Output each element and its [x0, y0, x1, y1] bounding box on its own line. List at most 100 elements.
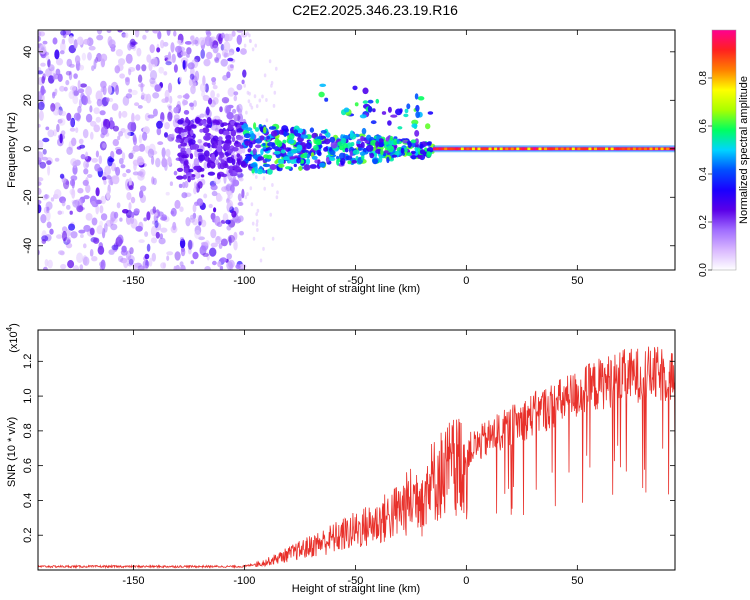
heatmap-cell [336, 155, 340, 160]
heatmap-cell [82, 179, 89, 186]
heatmap-cell [120, 164, 126, 169]
heatmap-cell [68, 35, 74, 45]
heatmap-cell [146, 54, 152, 63]
heatmap-cell [356, 143, 363, 148]
heatmap-cell [142, 259, 150, 269]
heatmap-cell [166, 58, 174, 64]
snr-y-axis-label: SNR (10 * v/v) [6, 417, 18, 487]
heatmap-cell [251, 221, 255, 226]
heatmap-cell [255, 144, 262, 149]
heatmap-cell [268, 59, 272, 64]
heatmap-cell [124, 128, 131, 139]
heatmap-cell [243, 133, 251, 139]
heatmap-cell [177, 94, 183, 99]
heatmap-cell [121, 152, 126, 161]
heatmap-cell [226, 203, 233, 211]
heatmap-cell [182, 122, 188, 127]
heatmap-cell [203, 193, 208, 199]
heatmap-cell [212, 85, 218, 90]
colorbar-tick-label: 0.2 [698, 215, 709, 229]
heatmap-cell [226, 71, 231, 79]
heatmap-cell [455, 147, 459, 151]
heatmap-cell [114, 65, 121, 74]
heatmap-cell [159, 233, 163, 240]
heatmap-cell [38, 70, 44, 75]
heatmap-cell [278, 129, 284, 135]
heatmap-cell [315, 138, 322, 146]
heatmap-cell [352, 149, 360, 155]
heatmap-cell [259, 258, 263, 263]
heatmap-cell [289, 159, 297, 164]
heatmap-cell [419, 144, 424, 149]
heatmap-cell [61, 200, 66, 207]
heatmap-cell [78, 98, 83, 109]
heatmap-cell [131, 112, 135, 123]
heatmap-cell [582, 147, 586, 151]
heatmap-cell [179, 76, 183, 83]
heatmap-cell [38, 110, 44, 121]
heatmap-cell [200, 49, 205, 59]
heatmap-cell [132, 145, 140, 152]
heatmap-cell [166, 255, 170, 261]
colorbar-label: Normalized spectral amplitude [738, 76, 750, 224]
heatmap-cell [136, 47, 142, 57]
heatmap-cell [169, 95, 173, 104]
heatmap-cell [99, 261, 105, 267]
heatmap-cell [212, 44, 219, 54]
spectrogram-x-axis-label: Height of straight line (km) [292, 283, 420, 295]
heatmap-cell [66, 239, 71, 244]
heatmap-cell [571, 147, 575, 151]
heatmap-cell [499, 147, 503, 151]
heatmap-cell [126, 192, 132, 201]
heatmap-cell [106, 30, 112, 34]
heatmap-cell [244, 140, 251, 146]
heatmap-cell [282, 156, 291, 161]
heatmap-cell [258, 98, 262, 103]
heatmap-cell [256, 168, 264, 175]
spectrogram-heatmap [38, 30, 675, 270]
heatmap-cell [407, 141, 412, 149]
heatmap-cell [477, 147, 481, 151]
heatmap-cell [299, 159, 305, 165]
heatmap-cell [301, 149, 310, 154]
heatmap-cell [426, 141, 431, 146]
heatmap-cell [111, 103, 119, 111]
heatmap-cell [261, 94, 264, 99]
heatmap-cell [227, 148, 233, 154]
heatmap-cell [110, 46, 116, 52]
heatmap-cell [73, 73, 78, 79]
heatmap-cell [81, 52, 87, 61]
heatmap-cell [183, 128, 188, 133]
heatmap-cell [128, 258, 134, 265]
heatmap-cell [117, 234, 124, 245]
heatmap-cell [108, 97, 114, 103]
heatmap-cell [156, 47, 161, 53]
heatmap-cell [649, 147, 653, 151]
heatmap-cell [115, 49, 123, 57]
heatmap-cell [93, 58, 97, 70]
y-tick-label: 0.2 [22, 528, 34, 543]
heatmap-cell [199, 113, 205, 118]
heatmap-cell [255, 104, 259, 109]
heatmap-cell [152, 30, 160, 34]
heatmap-cell [47, 259, 53, 269]
heatmap-cell [40, 62, 46, 67]
heatmap-cell [41, 76, 45, 84]
heatmap-cell [38, 30, 42, 37]
heatmap-cell [162, 262, 167, 269]
heatmap-cell [181, 147, 186, 151]
heatmap-cell [60, 263, 67, 270]
heatmap-cell [155, 231, 160, 239]
heatmap-cell [56, 234, 63, 239]
heatmap-cell [275, 66, 278, 71]
y-tick-label: -40 [22, 238, 34, 254]
heatmap-cell [180, 237, 184, 241]
heatmap-cell [516, 147, 520, 151]
heatmap-cell [59, 85, 65, 92]
heatmap-cell [90, 131, 94, 140]
heatmap-cell [162, 156, 166, 164]
heatmap-cell [367, 99, 374, 104]
heatmap-cell [77, 88, 85, 94]
heatmap-cell [361, 127, 367, 135]
heatmap-cell [158, 66, 164, 74]
